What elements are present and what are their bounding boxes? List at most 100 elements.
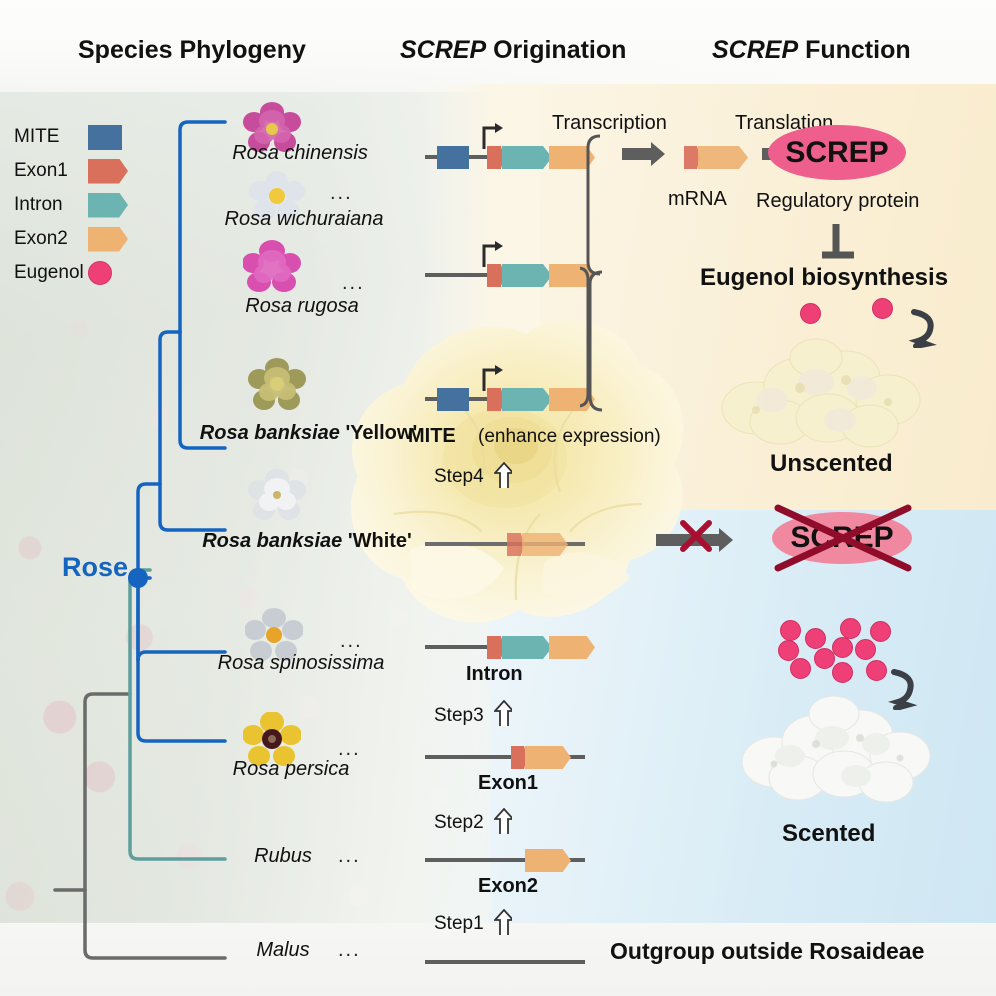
eugenol-molecule-dot <box>800 303 821 324</box>
header-species-phylogeny: Species Phylogeny <box>78 36 306 64</box>
species-row-rosa-spinosissima: Rosa spinosissima <box>196 652 406 675</box>
gene-box-exon2 <box>525 746 571 769</box>
eugenol-molecule-dot <box>778 640 799 661</box>
flower-icon-rosa-rugosa <box>242 240 301 294</box>
tree-branch-rose <box>136 120 227 743</box>
step2-up-arrow-icon <box>494 808 512 834</box>
gene-backbone-line <box>425 755 585 759</box>
gene-backbone-line <box>425 858 585 862</box>
scent-swirl-icon <box>908 309 937 348</box>
gene-diagram-row-spinosissima <box>425 630 595 664</box>
species-row-rosa-wichuraiana: Rosa wichuraiana <box>214 208 394 231</box>
legend-item-exon1: Exon1 <box>14 154 128 188</box>
cultivar-yellow: 'Yellow' <box>345 422 418 444</box>
tss-arrow-icon <box>482 123 503 149</box>
eugenol-molecule-dot <box>866 660 887 681</box>
transcription-arrow-icon <box>622 142 665 166</box>
eugenol-molecule-dot <box>832 662 853 683</box>
mrna-box-exon2 <box>698 146 748 169</box>
species-row-rosa-chinensis: Rosa chinensis <box>225 142 375 165</box>
species-row-rubus: Rubus <box>228 845 338 868</box>
mrna-diagram <box>684 140 756 174</box>
gene-box-intron <box>502 388 552 411</box>
gene-diagram-row-banksiae-white <box>425 527 585 561</box>
step3-label: Step3 <box>434 705 484 726</box>
species-row-rosa-rugosa: Rosa rugosa <box>222 295 382 318</box>
step4-label: Step4 <box>434 466 484 487</box>
species-row-rosa-persica: Rosa persica <box>206 758 376 781</box>
mite-swatch-icon <box>88 124 122 150</box>
flower-icon-rosa-wichuraiana <box>248 170 306 224</box>
eugenol-molecule-dot <box>814 648 835 669</box>
scented-label: Scented <box>782 820 876 847</box>
species-name-rosa-wichuraiana: Rosa wichuraiana <box>224 208 384 230</box>
gene-box-exon2 <box>522 533 568 556</box>
tree-branch-rubus <box>128 568 227 861</box>
gene-box-exon2 <box>525 849 571 872</box>
legend-item-eugenol: Eugenol <box>14 256 128 290</box>
rose-node-dot <box>128 568 148 588</box>
legend: MITE Exon1 Intron Exon2 Eugenol <box>14 120 128 290</box>
gene-diagram-row-rugosa <box>425 241 595 292</box>
eugenol-molecule-dot <box>805 628 826 649</box>
species-row-rosa-banksiae-yellow: Rosa banksiae 'Yellow' <box>186 422 431 445</box>
tss-arrow-icon <box>482 241 503 267</box>
legend-item-intron: Intron <box>14 188 128 222</box>
mite-label: MITE <box>408 425 456 447</box>
species-name-rosa-banksiae-white: Rosa banksiae 'White' <box>202 530 412 552</box>
gene-diagram-row-banksiae-yellow <box>425 365 595 416</box>
species-name-rosa-rugosa: Rosa rugosa <box>245 295 359 317</box>
species-name-rubus: Rubus <box>254 845 312 867</box>
ellipsis-rosa-spinosissima: ... <box>340 630 363 652</box>
gene-backbone-line <box>425 960 585 964</box>
gene-box-exon1 <box>487 636 504 659</box>
eugenol-molecule-dot <box>790 658 811 679</box>
unscented-flower-bouquet-photo <box>712 330 932 453</box>
gene-box-exon1 <box>511 746 527 769</box>
gene-box-mite <box>437 388 469 411</box>
exon1-label: Exon1 <box>478 772 539 794</box>
tss-arrow-icon <box>482 365 503 391</box>
gene-box-exon1 <box>507 533 524 556</box>
red-cross-block-icon <box>680 520 712 552</box>
mrna-label: mRNA <box>668 188 727 210</box>
gene-box-exon1 <box>487 264 504 287</box>
step4-up-arrow-icon <box>494 462 512 488</box>
gene-box-intron <box>502 264 552 287</box>
species-row-malus: Malus <box>228 939 338 962</box>
gene-backbone-line <box>425 542 585 546</box>
intron-label: Intron <box>466 663 523 685</box>
cultivar-white: 'White' <box>347 530 412 552</box>
eugenol-molecule-dot <box>855 639 876 660</box>
ellipsis-rosa-rugosa: ... <box>342 272 365 294</box>
species-name-rosa-persica: Rosa persica <box>232 758 350 780</box>
transcription-label: Transcription <box>552 112 667 134</box>
scented-flower-bouquet-photo <box>736 688 936 811</box>
background-top-strip <box>0 0 996 92</box>
eugenol-biosynthesis-label: Eugenol biosynthesis <box>700 264 949 291</box>
gene-box-exon2 <box>549 146 595 169</box>
step1-label: Step1 <box>434 913 484 934</box>
header-screp-origination-italic: SCREP <box>400 36 487 64</box>
ellipsis-rosa-wichuraiana: ... <box>330 182 353 204</box>
gene-diagram-row-chinensis <box>425 123 595 174</box>
unscented-label: Unscented <box>770 450 893 477</box>
rose-clade-label: Rose <box>62 552 129 582</box>
legend-label-intron: Intron <box>14 194 63 215</box>
step1-up-arrow-icon <box>494 909 512 935</box>
mrna-box-exon1 <box>684 146 700 169</box>
ellipsis-rubus: ... <box>338 845 361 867</box>
eugenol-molecule-dot <box>870 621 891 642</box>
flower-icon-rosa-persica <box>242 711 302 766</box>
gene-diagram-row-persica <box>425 740 585 774</box>
header-screp-function: SCREP Function <box>712 36 911 65</box>
tree-branch-outgroup <box>53 692 227 960</box>
header-screp-function-italic: SCREP <box>712 36 799 64</box>
header-screp-function-rest: Function <box>798 36 911 64</box>
species-name-rosa-banksiae-yellow: Rosa banksiae 'Yellow' <box>199 422 418 444</box>
gene-diagram-row-rubus <box>425 843 585 877</box>
screp-crossed-out-icon <box>774 504 912 572</box>
flower-icon-rosa-spinosissima <box>244 608 304 662</box>
